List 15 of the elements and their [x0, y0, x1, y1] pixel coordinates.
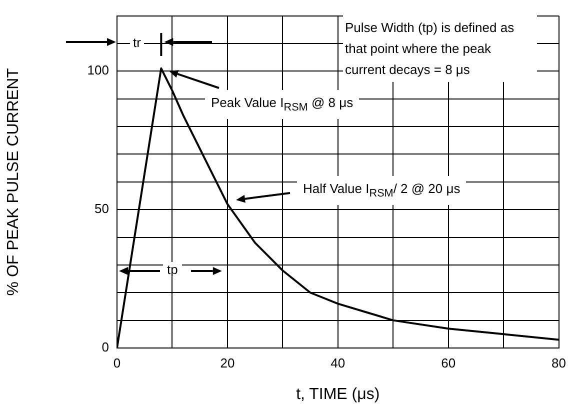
x-tick-label: 0: [113, 355, 121, 370]
y-tick-label: 100: [87, 62, 109, 78]
annotation: tr: [130, 35, 144, 50]
x-tick-label: 60: [441, 355, 456, 370]
annotation: tp: [163, 262, 182, 277]
y-axis-title: % OF PEAK PULSE CURRENT: [5, 68, 22, 296]
annotation: Half Value I$_{RSM}$/ 2 @ 20 μs: [297, 176, 466, 205]
annotation: Pulse Width (tp) is defined as that point where the peak current decays = 8 μs: [343, 15, 537, 82]
y-tick-label: 0: [102, 340, 109, 355]
x-tick-label: 20: [220, 355, 235, 370]
x-tick-label: 40: [330, 355, 346, 370]
annotation: Peak Value I$_{RSM}$ @ 8 μs: [205, 90, 360, 119]
x-axis-title: t, TIME (μs): [296, 386, 380, 403]
y-tick-label: 50: [94, 201, 109, 216]
x-tick-label: 80: [552, 355, 566, 370]
